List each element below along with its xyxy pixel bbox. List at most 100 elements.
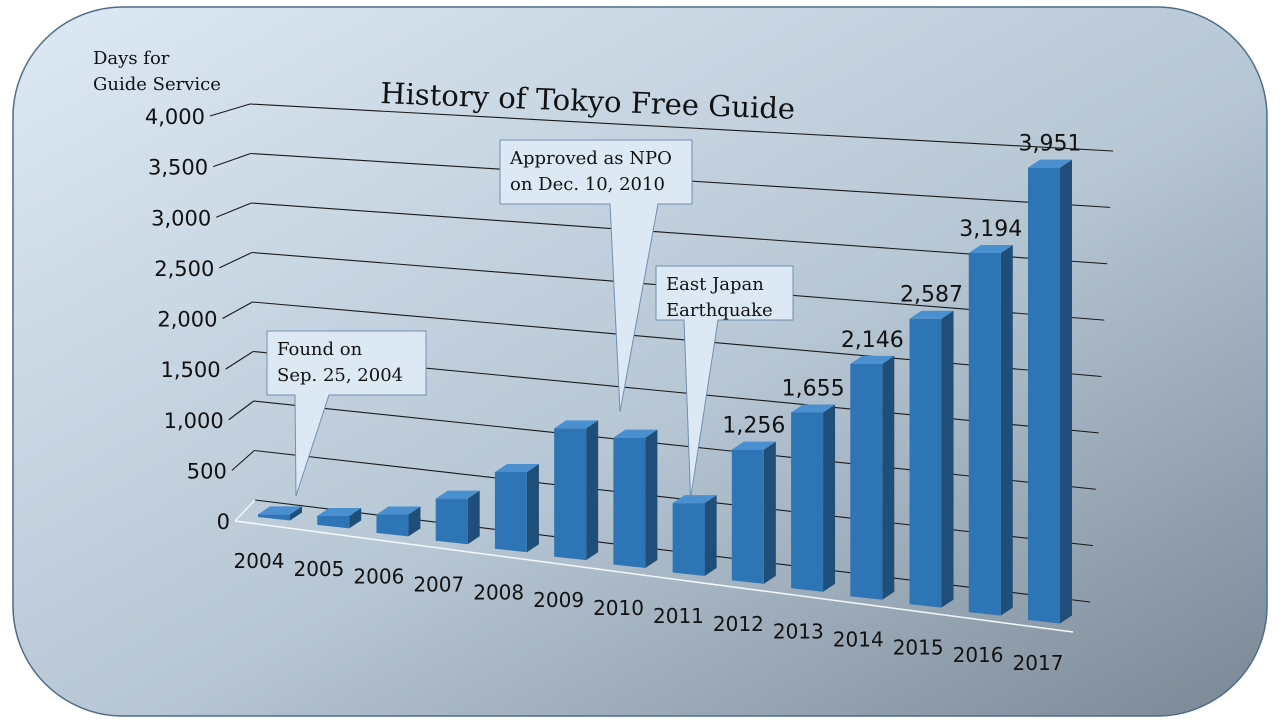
x-tick-label: 2004	[234, 549, 285, 573]
y-tick-label: 0	[217, 510, 230, 534]
bar-2015	[909, 310, 954, 608]
y-tick-label: 3,500	[148, 156, 208, 180]
y-axis-label-line-2: Guide Service	[93, 74, 221, 95]
bar-2016	[968, 244, 1013, 616]
bars	[258, 159, 1072, 624]
bar-side	[763, 441, 776, 584]
bar-2010	[613, 429, 658, 569]
gridline-side	[209, 103, 251, 117]
x-tick-label: 2017	[1013, 651, 1064, 675]
y-axis-label-line-1: Days for	[93, 48, 170, 69]
bar-front	[613, 437, 646, 569]
gridline-side	[225, 351, 254, 370]
data-label: 1,256	[722, 414, 785, 439]
bar-side	[941, 310, 954, 608]
floor-edge	[234, 520, 1074, 633]
y-tick-label: 3,000	[151, 206, 211, 230]
annotation-callout: Approved as NPO on Dec. 10, 2010	[499, 139, 693, 413]
gridline-side	[212, 152, 251, 168]
x-tick-label: 2007	[413, 573, 464, 597]
annotation-callout: Found on Sep. 25, 2004	[266, 330, 427, 497]
x-tick-label: 2014	[833, 627, 884, 651]
bar-front	[258, 514, 290, 521]
callout-box	[655, 265, 794, 499]
callout-text: East Japan	[666, 274, 764, 295]
bar-top	[494, 464, 539, 473]
callout-text: Earthquake	[666, 300, 773, 321]
callout-text: Approved as NPO	[509, 148, 672, 169]
x-tick-label: 2012	[713, 612, 764, 636]
bar-top	[968, 244, 1013, 253]
bar-front	[1028, 167, 1060, 624]
data-labels: 1,256 1,655 2,146 2,587 3,194 3,951	[722, 132, 1081, 439]
callout-text: Sep. 25, 2004	[277, 365, 403, 386]
bar-front	[672, 503, 705, 576]
bar-2009	[554, 420, 599, 561]
callout-text: on Dec. 10, 2010	[510, 174, 665, 195]
gridline	[251, 202, 1108, 265]
bar-top	[731, 441, 776, 450]
bar-side	[526, 464, 539, 553]
x-tick-label: 2010	[593, 596, 644, 620]
bar-front	[554, 428, 587, 561]
bar-side	[1000, 244, 1013, 616]
bar-front	[317, 515, 350, 529]
bar-2013	[791, 404, 836, 592]
data-label: 3,194	[959, 217, 1022, 242]
bar-side	[467, 490, 480, 545]
bar-top	[554, 420, 599, 429]
bar-side	[823, 404, 836, 592]
gridline-side	[222, 301, 253, 319]
gridline	[252, 301, 1102, 378]
callout-box	[266, 330, 427, 497]
x-tick-label: 2009	[533, 588, 584, 612]
x-tick-label: 2015	[893, 635, 944, 659]
bar-top	[909, 310, 954, 319]
callout-text: Found on	[277, 339, 363, 360]
annotation-callout: East Japan Earthquake	[655, 265, 794, 499]
x-tick-label: 2011	[653, 604, 704, 628]
bar-side	[290, 506, 302, 521]
data-label: 3,951	[1019, 132, 1082, 157]
x-tick-label: 2006	[353, 565, 404, 589]
bar-2007	[435, 490, 480, 545]
callout-box	[499, 139, 693, 413]
bar-side	[1060, 159, 1072, 624]
data-label: 2,587	[900, 283, 963, 308]
bar-side	[704, 495, 717, 576]
data-label: 2,146	[841, 328, 904, 353]
bar-top	[376, 506, 421, 515]
gridline	[249, 103, 1114, 152]
bar-top	[672, 495, 717, 504]
y-tick-label: 2,500	[154, 257, 214, 281]
bar-side	[645, 429, 658, 569]
x-tick-label: 2016	[953, 643, 1004, 667]
x-axis-ticks: 2004 2005 2006 2007 2008 2009 2010 2011 2012 2013…	[234, 549, 1064, 675]
gridline-side	[228, 400, 255, 421]
bar-2005	[317, 507, 362, 529]
bar-2012	[731, 441, 776, 584]
bar-top	[613, 429, 658, 438]
x-tick-label: 2013	[773, 620, 824, 644]
bar-side	[349, 507, 362, 529]
annotations: Found on Sep. 25, 2004 Approved as NPO on D…	[266, 139, 794, 499]
bar-side	[882, 355, 895, 600]
floor-side-edge	[234, 499, 256, 522]
bar-side	[586, 420, 599, 561]
y-tick-label: 1,500	[161, 358, 221, 382]
bar-front	[850, 363, 883, 600]
y-tick-label: 500	[187, 459, 227, 483]
gridline-side	[216, 202, 252, 218]
bar-front	[435, 498, 468, 545]
gridline	[253, 400, 1096, 490]
bar-front	[968, 252, 1001, 616]
bar-front	[909, 318, 942, 608]
bar-2014	[850, 355, 895, 600]
bar-2011	[672, 495, 717, 576]
bar-2008	[494, 464, 539, 553]
bar-front	[731, 449, 764, 584]
gridline-side	[219, 252, 253, 269]
bar-2006	[376, 506, 421, 537]
bar-top	[435, 490, 480, 499]
